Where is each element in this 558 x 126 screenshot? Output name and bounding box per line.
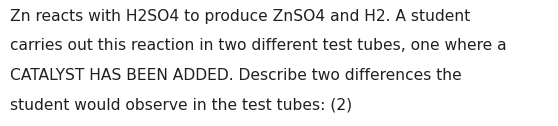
- Text: student would observe in the test tubes: (2): student would observe in the test tubes:…: [10, 98, 352, 113]
- Text: Zn reacts with H2SO4 to produce ZnSO4 and H2. A student: Zn reacts with H2SO4 to produce ZnSO4 an…: [10, 9, 470, 24]
- Text: CATALYST HAS BEEN ADDED. Describe two differences the: CATALYST HAS BEEN ADDED. Describe two di…: [10, 68, 462, 83]
- Text: carries out this reaction in two different test tubes, one where a: carries out this reaction in two differe…: [10, 38, 507, 53]
